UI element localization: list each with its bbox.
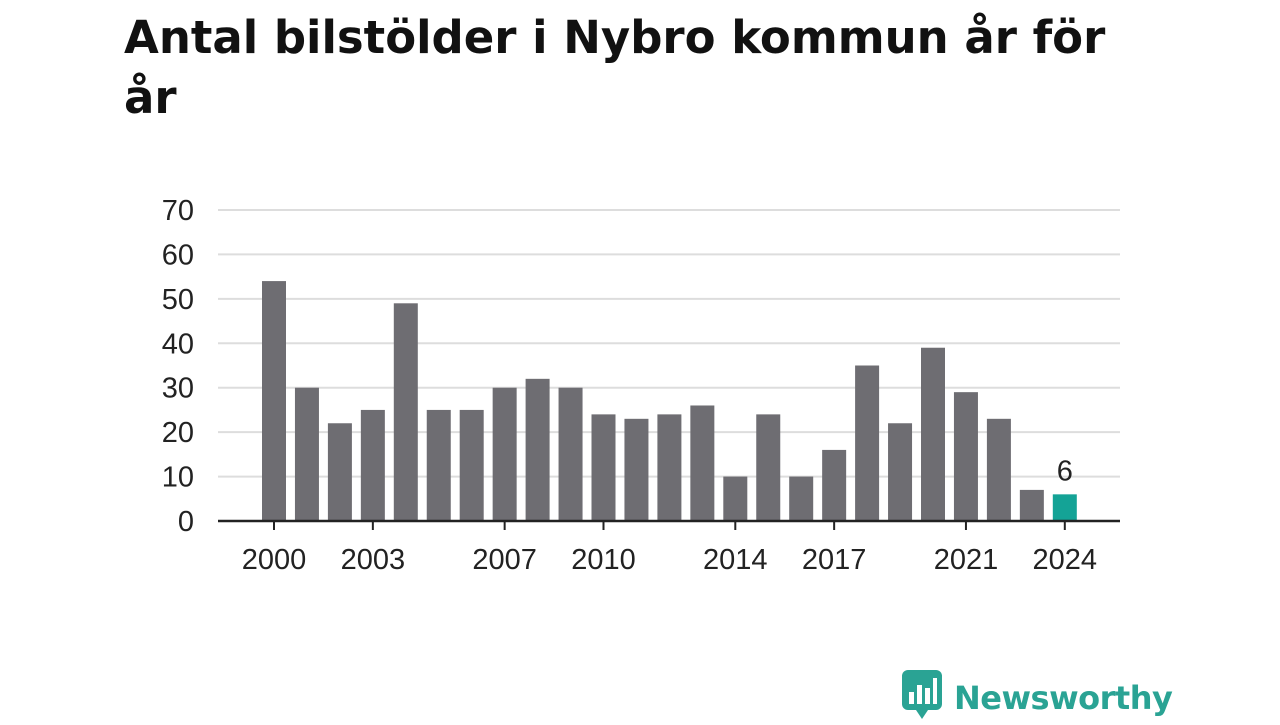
bar-2016: [789, 476, 814, 521]
brand-name: Newsworthy: [954, 678, 1173, 717]
x-tick-label: 2014: [703, 544, 768, 576]
y-tick-label: 70: [162, 195, 194, 227]
x-tick-label: 2024: [1033, 544, 1098, 576]
bar-2010: [591, 414, 616, 521]
bars: [262, 281, 1077, 521]
data-label-2024: 6: [1057, 455, 1073, 487]
bar-2002: [327, 423, 352, 521]
bar-2013: [690, 405, 715, 521]
bar-2012: [657, 414, 682, 521]
chart-title: Antal bilstölder i Nybro kommun år för å…: [124, 11, 1106, 124]
y-tick-label: 30: [162, 373, 194, 405]
data-labels: 6: [1057, 455, 1073, 487]
x-tick-label: 2003: [341, 544, 406, 576]
bar-2024: [1052, 494, 1077, 521]
bar-2001: [294, 387, 319, 521]
bar-2007: [492, 387, 517, 521]
bar-2006: [459, 409, 484, 521]
x-tick-label: 2017: [802, 544, 867, 576]
bar-2019: [888, 423, 913, 521]
x-tick-label: 2021: [934, 544, 999, 576]
bar-2020: [921, 347, 945, 521]
bar-2005: [426, 409, 451, 521]
x-tick-label: 2010: [571, 544, 636, 576]
brand-logo: Newsworthy: [902, 670, 1173, 725]
x-tick-label: 2007: [472, 544, 537, 576]
y-tick-label: 0: [178, 506, 194, 538]
bar-2008: [525, 378, 550, 521]
x-axis-tick-labels: 2000 2003 2007 2010 2014 2017 2021 2024: [242, 521, 1097, 576]
bar-2022: [986, 418, 1011, 521]
bar-2017: [822, 449, 847, 521]
y-axis-tick-labels: 0 10 20 30 40 50 60 70: [162, 195, 194, 538]
y-tick-label: 50: [162, 284, 194, 316]
bar-2015: [756, 414, 781, 521]
bar-2009: [558, 387, 583, 521]
bar-2000: [262, 281, 286, 521]
bar-2018: [855, 365, 880, 521]
bar-2023: [1019, 489, 1044, 521]
y-tick-label: 60: [162, 239, 194, 271]
bar-chart-speech-bubble-icon: [902, 670, 944, 725]
y-tick-label: 20: [162, 417, 194, 449]
y-tick-label: 10: [162, 462, 194, 494]
bar-2011: [624, 418, 649, 521]
bar-2021: [953, 392, 978, 521]
x-tick-label: 2000: [242, 544, 307, 576]
bar-2003: [360, 409, 385, 521]
bar-2014: [723, 476, 748, 521]
bar-2004: [393, 303, 418, 521]
y-tick-label: 40: [162, 328, 194, 360]
